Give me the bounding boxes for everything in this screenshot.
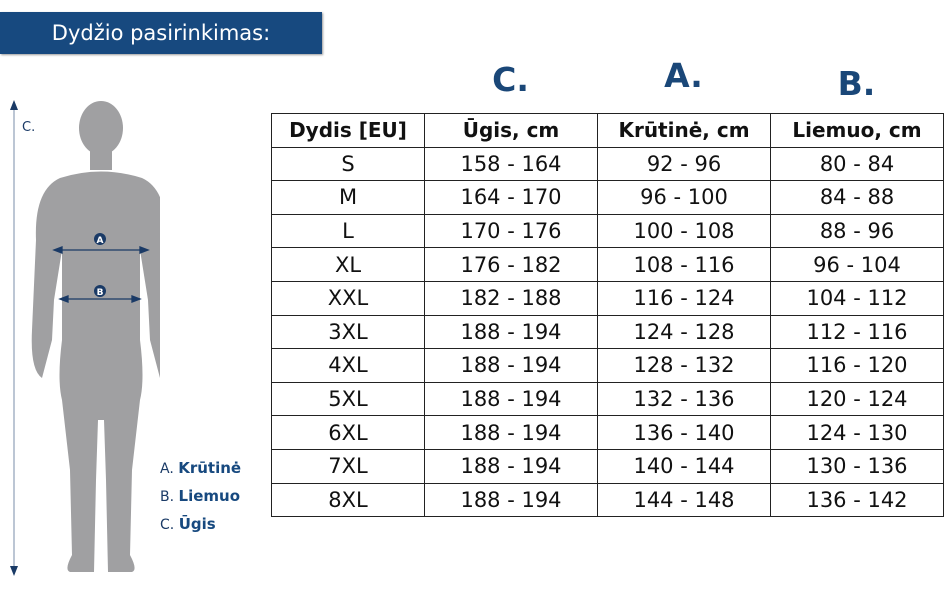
height-arrow-top-icon [10,100,18,110]
table-row: 7XL 188 - 194 140 - 144 130 - 136 [271,448,944,484]
table-cell: 130 - 136 [770,448,944,484]
table-cell: 188 - 194 [424,381,598,417]
table-cell: 144 - 148 [597,482,771,518]
table-cell: 4XL [271,348,425,383]
silhouette [31,101,160,572]
table-cell: 5XL [271,381,425,417]
table-cell: 182 - 188 [424,280,598,316]
table-cell: 96 - 104 [770,247,944,282]
marker-b: B [97,288,104,298]
header-waist: Liemuo, cm [770,113,944,148]
table-cell: 136 - 142 [770,482,944,518]
size-table: Dydis [EU] Ūgis, cm Krūtinė, cm Liemuo, … [271,113,944,518]
table-cell: 116 - 124 [597,280,771,316]
height-label: C. [22,120,36,135]
measurement-legend: A. Krūtinė B. Liemuo C. Ūgis [160,455,241,539]
table-cell: 124 - 130 [770,415,944,450]
table-cell: 188 - 194 [424,482,598,518]
table-cell: 170 - 176 [424,213,598,249]
table-cell: 80 - 84 [770,146,944,182]
table-cell: 188 - 194 [424,415,598,450]
table-row: 5XL 188 - 194 132 - 136 120 - 124 [271,381,944,417]
table-cell: 104 - 112 [770,280,944,316]
marker-a: A [97,236,104,246]
table-cell: 92 - 96 [597,146,771,182]
table-cell: 188 - 194 [424,314,598,350]
table-row: XXL 182 - 188 116 - 124 104 - 112 [271,280,944,316]
header-chest: Krūtinė, cm [597,113,771,148]
table-row: M 164 - 170 96 - 100 84 - 88 [271,180,944,215]
header-size: Dydis [EU] [271,113,425,148]
table-cell: 100 - 108 [597,213,771,249]
table-row: L 170 - 176 100 - 108 88 - 96 [271,213,944,249]
table-cell: 128 - 132 [597,348,771,383]
table-header-row: Dydis [EU] Ūgis, cm Krūtinė, cm Liemuo, … [271,113,944,148]
table-cell: 7XL [271,448,425,484]
table-cell: 188 - 194 [424,348,598,383]
table-cell: 124 - 128 [597,314,771,350]
table-row: 4XL 188 - 194 128 - 132 116 - 120 [271,348,944,383]
table-cell: XXL [271,280,425,316]
legend-item: B. Liemuo [160,487,241,505]
table-cell: 136 - 140 [597,415,771,450]
table-cell: 120 - 124 [770,381,944,417]
body-silhouette-figure: A B [10,100,160,576]
table-cell: 88 - 96 [770,213,944,249]
table-row: 3XL 188 - 194 124 - 128 112 - 116 [271,314,944,350]
table-row: XL 176 - 182 108 - 116 96 - 104 [271,247,944,282]
height-arrow-bottom-icon [10,566,18,576]
legend-item: A. Krūtinė [160,459,242,477]
table-cell: 188 - 194 [424,448,598,484]
table-row: 6XL 188 - 194 136 - 140 124 - 130 [271,415,944,450]
legend-item: C. Ūgis [160,515,216,533]
column-letter-height: C. [492,60,529,99]
table-cell: 116 - 120 [770,348,944,383]
column-letter-chest: A. [664,56,703,95]
table-row: 8XL 188 - 194 144 - 148 136 - 142 [271,482,944,518]
table-row: S 158 - 164 92 - 96 80 - 84 [271,146,944,182]
table-cell: 132 - 136 [597,381,771,417]
table-cell: 164 - 170 [424,180,598,215]
table-cell: 6XL [271,415,425,450]
table-cell: 84 - 88 [770,180,944,215]
table-cell: L [271,213,425,249]
table-cell: 158 - 164 [424,146,598,182]
table-cell: 8XL [271,482,425,518]
table-cell: 140 - 144 [597,448,771,484]
table-cell: 176 - 182 [424,247,598,282]
table-cell: XL [271,247,425,282]
chest-measure-arrow [52,233,150,303]
table-cell: 3XL [271,314,425,350]
table-cell: S [271,146,425,182]
table-cell: 96 - 100 [597,180,771,215]
size-selection-banner: Dydžio pasirinkimas: [0,12,322,54]
table-cell: M [271,180,425,215]
table-cell: 112 - 116 [770,314,944,350]
header-height: Ūgis, cm [424,113,598,148]
column-letter-waist: B. [837,64,876,103]
table-cell: 108 - 116 [597,247,771,282]
